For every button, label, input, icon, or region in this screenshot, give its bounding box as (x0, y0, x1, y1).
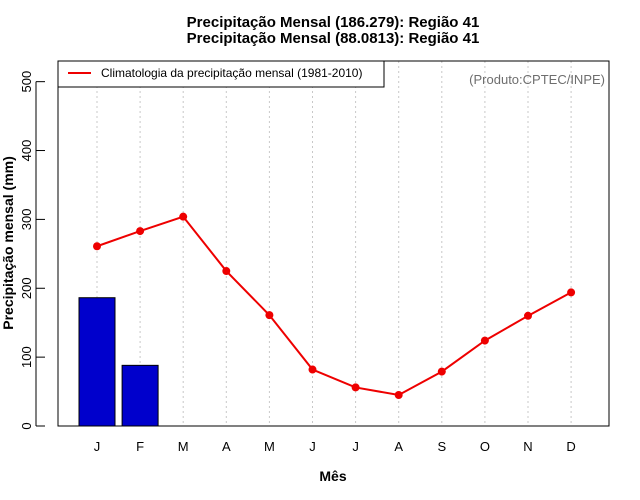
x-axis-label: Mês (319, 468, 346, 484)
x-tick-label: J (309, 439, 316, 454)
x-tick-label: F (136, 439, 144, 454)
climatology-point (265, 311, 274, 320)
bar-J-0 (78, 297, 116, 427)
climatology-point (524, 311, 532, 320)
x-tick-label: S (437, 439, 446, 454)
climatology-point (222, 267, 231, 276)
x-tick-label: D (566, 439, 575, 454)
climatology-point (136, 227, 145, 236)
chart-title-line-1: Precipitação Mensal (186.279): Região 41 (187, 14, 480, 31)
climatology-series (93, 212, 576, 400)
x-tick-label: N (523, 439, 532, 454)
x-tick-label: O (480, 439, 490, 454)
x-tick-label: M (264, 439, 275, 454)
y-tick-label: 0 (19, 422, 34, 429)
chart-title-line-2: Precipitação Mensal (88.0813): Região 41 (187, 30, 480, 47)
x-tick-label: J (352, 439, 359, 454)
x-tick-label: M (178, 439, 189, 454)
legend-box (57, 60, 385, 88)
bar-F-1 (121, 364, 159, 427)
climatology-point (93, 242, 101, 251)
climatology-point (567, 288, 576, 297)
climatology-point (308, 365, 317, 374)
x-tick-label: A (394, 439, 403, 454)
climatology-point (179, 212, 188, 221)
climatology-point (437, 367, 446, 376)
bar-series (78, 297, 159, 427)
y-tick-label: 200 (19, 277, 34, 299)
legend-label: Climatologia da precipitação mensal (198… (101, 66, 362, 80)
climatology-line (96, 215, 572, 397)
y-tick-label: 500 (19, 71, 34, 93)
legend: Climatologia da precipitação mensal (198… (57, 60, 385, 88)
axes: 0 100 200 300 400 500 J F M A M J J A S O N D (19, 71, 576, 454)
y-tick-label: 300 (19, 209, 34, 231)
x-tick-label: J (94, 439, 101, 454)
climatology-point (394, 391, 403, 400)
y-axis-label: Precipitação mensal (mm) (0, 156, 16, 330)
climatology-point (351, 383, 360, 392)
product-credit: (Produto:CPTEC/INPE) (469, 72, 605, 87)
climatology-point (480, 336, 489, 345)
y-tick-label: 400 (19, 140, 34, 162)
grid-lines (96, 61, 572, 426)
x-tick-label: A (222, 439, 231, 454)
y-tick-label: 100 (19, 346, 34, 368)
